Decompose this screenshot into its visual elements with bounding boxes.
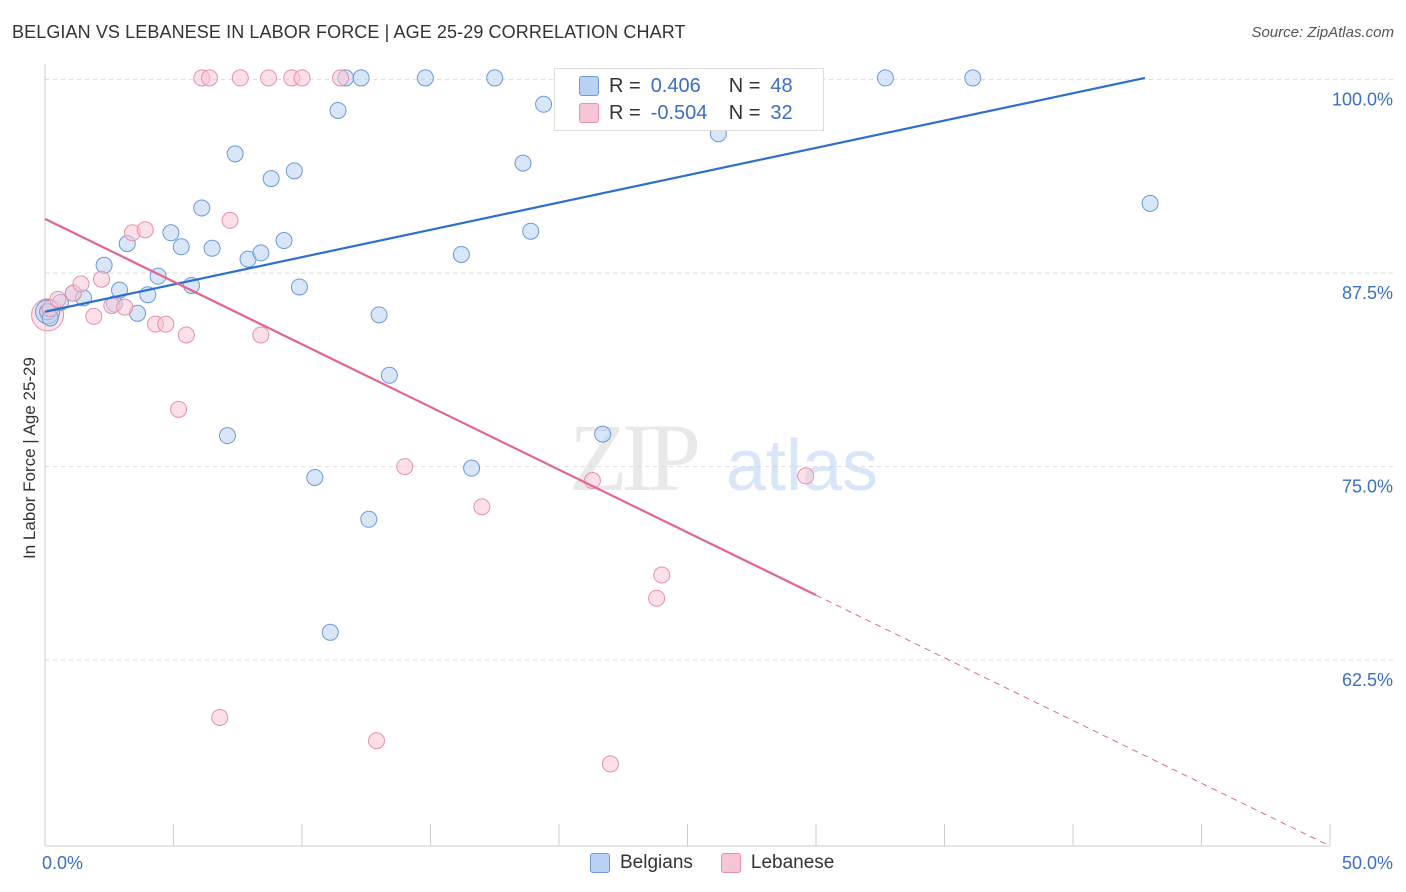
lebanese-legend-label: Lebanese	[750, 852, 835, 873]
lebanese-n-value: 32	[770, 101, 793, 124]
lebanese-point-3	[72, 275, 90, 293]
lebanese-point-7	[116, 298, 134, 316]
belgian-point-39	[535, 95, 553, 113]
lebanese-point-17	[221, 211, 239, 229]
belgian-point-45	[876, 69, 894, 87]
belgian-point-30	[360, 510, 378, 528]
belgian-point-26	[321, 623, 339, 641]
lebanese-n-label: N =	[728, 101, 761, 124]
belgian-point-38	[522, 222, 540, 240]
x-tick-label-1: 50.0%	[1342, 853, 1393, 873]
belgian-trend-line	[44, 76, 1146, 313]
tick-labels: 100.0% 87.5% 75.0% 62.5% 0.0% 50.0%	[42, 89, 1393, 873]
lebanese-point-9	[136, 221, 154, 239]
lebanese-trend-line-extension	[815, 594, 1331, 847]
lebanese-point-18	[231, 69, 249, 87]
lebanese-point-20	[260, 69, 278, 87]
lebanese-r-value: -0.504	[650, 101, 708, 124]
belgians-legend-label: Belgians	[620, 852, 693, 873]
legend-row-belgians: R = 0.406 N = 48	[579, 74, 793, 98]
lebanese-point-28	[601, 755, 619, 773]
watermark: ZIP atlas	[569, 404, 878, 511]
belgian-point-47	[1141, 194, 1159, 212]
belgian-point-25	[306, 468, 324, 486]
source-label: Source: ZipAtlas.com	[1251, 24, 1394, 41]
belgian-point-17	[218, 427, 236, 445]
belgian-point-20	[252, 244, 270, 262]
lebanese-point-1	[49, 290, 67, 308]
lebanese-trend-line	[44, 217, 817, 597]
lebanese-legend-swatch	[720, 853, 741, 873]
belgian-point-16	[203, 239, 221, 257]
y-tick-label-1: 87.5%	[1342, 283, 1393, 303]
lebanese-swatch	[579, 103, 599, 123]
legend-item-belgians[interactable]: Belgians	[590, 852, 693, 874]
lebanese-point-29	[648, 589, 666, 607]
belgian-point-12	[162, 224, 180, 242]
belgian-point-24	[290, 278, 308, 296]
watermark-zip: ZIP	[569, 404, 698, 511]
lebanese-point-24	[368, 732, 386, 750]
belgian-point-27	[329, 101, 347, 119]
lebanese-point-22	[293, 69, 311, 87]
legend-item-lebanese[interactable]: Lebanese	[720, 852, 835, 874]
belgian-point-29	[352, 69, 370, 87]
lebanese-point-11	[157, 315, 175, 333]
lebanese-point-25	[396, 458, 414, 476]
lebanese-point-5	[93, 270, 111, 288]
y-tick-label-2: 75.0%	[1342, 477, 1393, 497]
lebanese-point-23	[332, 69, 350, 87]
belgian-point-36	[486, 69, 504, 87]
belgian-point-34	[452, 245, 470, 263]
lebanese-point-15	[200, 69, 218, 87]
belgian-point-5	[95, 256, 113, 274]
belgian-point-32	[380, 366, 398, 384]
belgians-r-label: R =	[609, 74, 641, 97]
belgian-point-33	[416, 69, 434, 87]
belgians-legend-swatch	[590, 853, 610, 873]
series-legend: Belgians Lebanese	[590, 852, 862, 874]
axes	[44, 64, 1331, 847]
lebanese-point-31	[797, 467, 815, 485]
x-tick-label-0: 0.0%	[42, 853, 83, 873]
belgian-point-31	[370, 306, 388, 324]
lebanese-point-4	[85, 307, 103, 325]
lebanese-point-13	[177, 326, 195, 344]
belgians-n-value: 48	[770, 74, 793, 97]
belgian-point-35	[463, 459, 481, 477]
belgian-point-37	[514, 154, 532, 172]
belgian-point-21	[262, 170, 280, 188]
lebanese-r-label: R =	[609, 101, 641, 124]
lebanese-point-19	[252, 326, 270, 344]
belgian-point-18	[226, 145, 244, 163]
trend-lines	[44, 76, 1331, 847]
y-tick-label-3: 62.5%	[1342, 670, 1393, 690]
lebanese-point-30	[653, 566, 671, 584]
belgian-point-23	[285, 162, 303, 180]
stats-legend: R = 0.406 N = 48 R = -0.504 N = 32	[554, 68, 824, 131]
lebanese-point-16	[211, 708, 229, 726]
belgians-n-label: N =	[728, 74, 761, 97]
y-tick-label-0: 100.0%	[1332, 89, 1393, 109]
belgian-point-15	[193, 199, 211, 217]
belgian-point-13	[172, 238, 190, 256]
legend-row-lebanese: R = -0.504 N = 32	[579, 101, 793, 125]
grid-lines	[45, 78, 1394, 661]
belgian-point-46	[964, 69, 982, 87]
lebanese-point-26	[473, 498, 491, 516]
belgian-point-22	[275, 232, 293, 250]
lebanese-point-12	[170, 400, 188, 418]
watermark-atlas: atlas	[726, 426, 878, 506]
belgians-swatch	[579, 76, 599, 96]
chart-title: BELGIAN VS LEBANESE IN LABOR FORCE | AGE…	[12, 22, 686, 42]
belgian-point-40	[594, 425, 612, 443]
belgians-r-value: 0.406	[650, 74, 701, 97]
